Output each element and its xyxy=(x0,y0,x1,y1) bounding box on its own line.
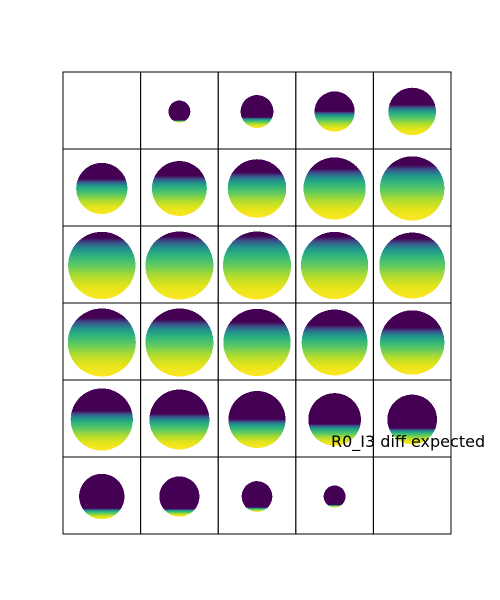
blob-r5-c3 xyxy=(323,485,346,508)
blob-r5-c2 xyxy=(241,481,273,512)
blob-r1-c3 xyxy=(303,157,366,220)
blob-r0-c2 xyxy=(240,95,274,128)
blob-r3-c2 xyxy=(223,308,291,377)
blob-r3-c1 xyxy=(145,308,214,377)
blob-r2-c3 xyxy=(300,231,369,300)
blob-r2-c1 xyxy=(145,231,214,300)
blob-r3-c3 xyxy=(301,309,368,376)
blob-r2-c0 xyxy=(68,231,136,300)
blob-r1-c2 xyxy=(227,159,287,218)
blob-r2-c2 xyxy=(222,231,292,300)
blob-r0-c3 xyxy=(314,91,355,132)
grid-cell-r0-c0 xyxy=(62,71,142,150)
blob-r4-c0 xyxy=(70,388,133,451)
blob-r1-c1 xyxy=(151,161,207,216)
blob-r5-c1 xyxy=(159,476,200,517)
blob-r3-c0 xyxy=(67,308,136,377)
blob-r2-c4 xyxy=(379,232,446,299)
blob-r5-c0 xyxy=(79,473,125,520)
blob-r4-c2 xyxy=(228,390,286,449)
blob-r0-c4 xyxy=(388,87,436,136)
blob-r1-c4 xyxy=(380,156,445,221)
blob-r3-c4 xyxy=(380,310,445,375)
blob-r4-c1 xyxy=(149,389,210,450)
grid-cell-r5-c4 xyxy=(372,456,452,535)
blob-r4-c3 xyxy=(308,393,361,446)
blob-r4-c4 xyxy=(387,394,438,445)
blob-r0-c1 xyxy=(168,100,191,123)
blob-r1-c0 xyxy=(76,162,128,215)
overlay-label: R0_I3 diff expected xyxy=(331,432,486,451)
